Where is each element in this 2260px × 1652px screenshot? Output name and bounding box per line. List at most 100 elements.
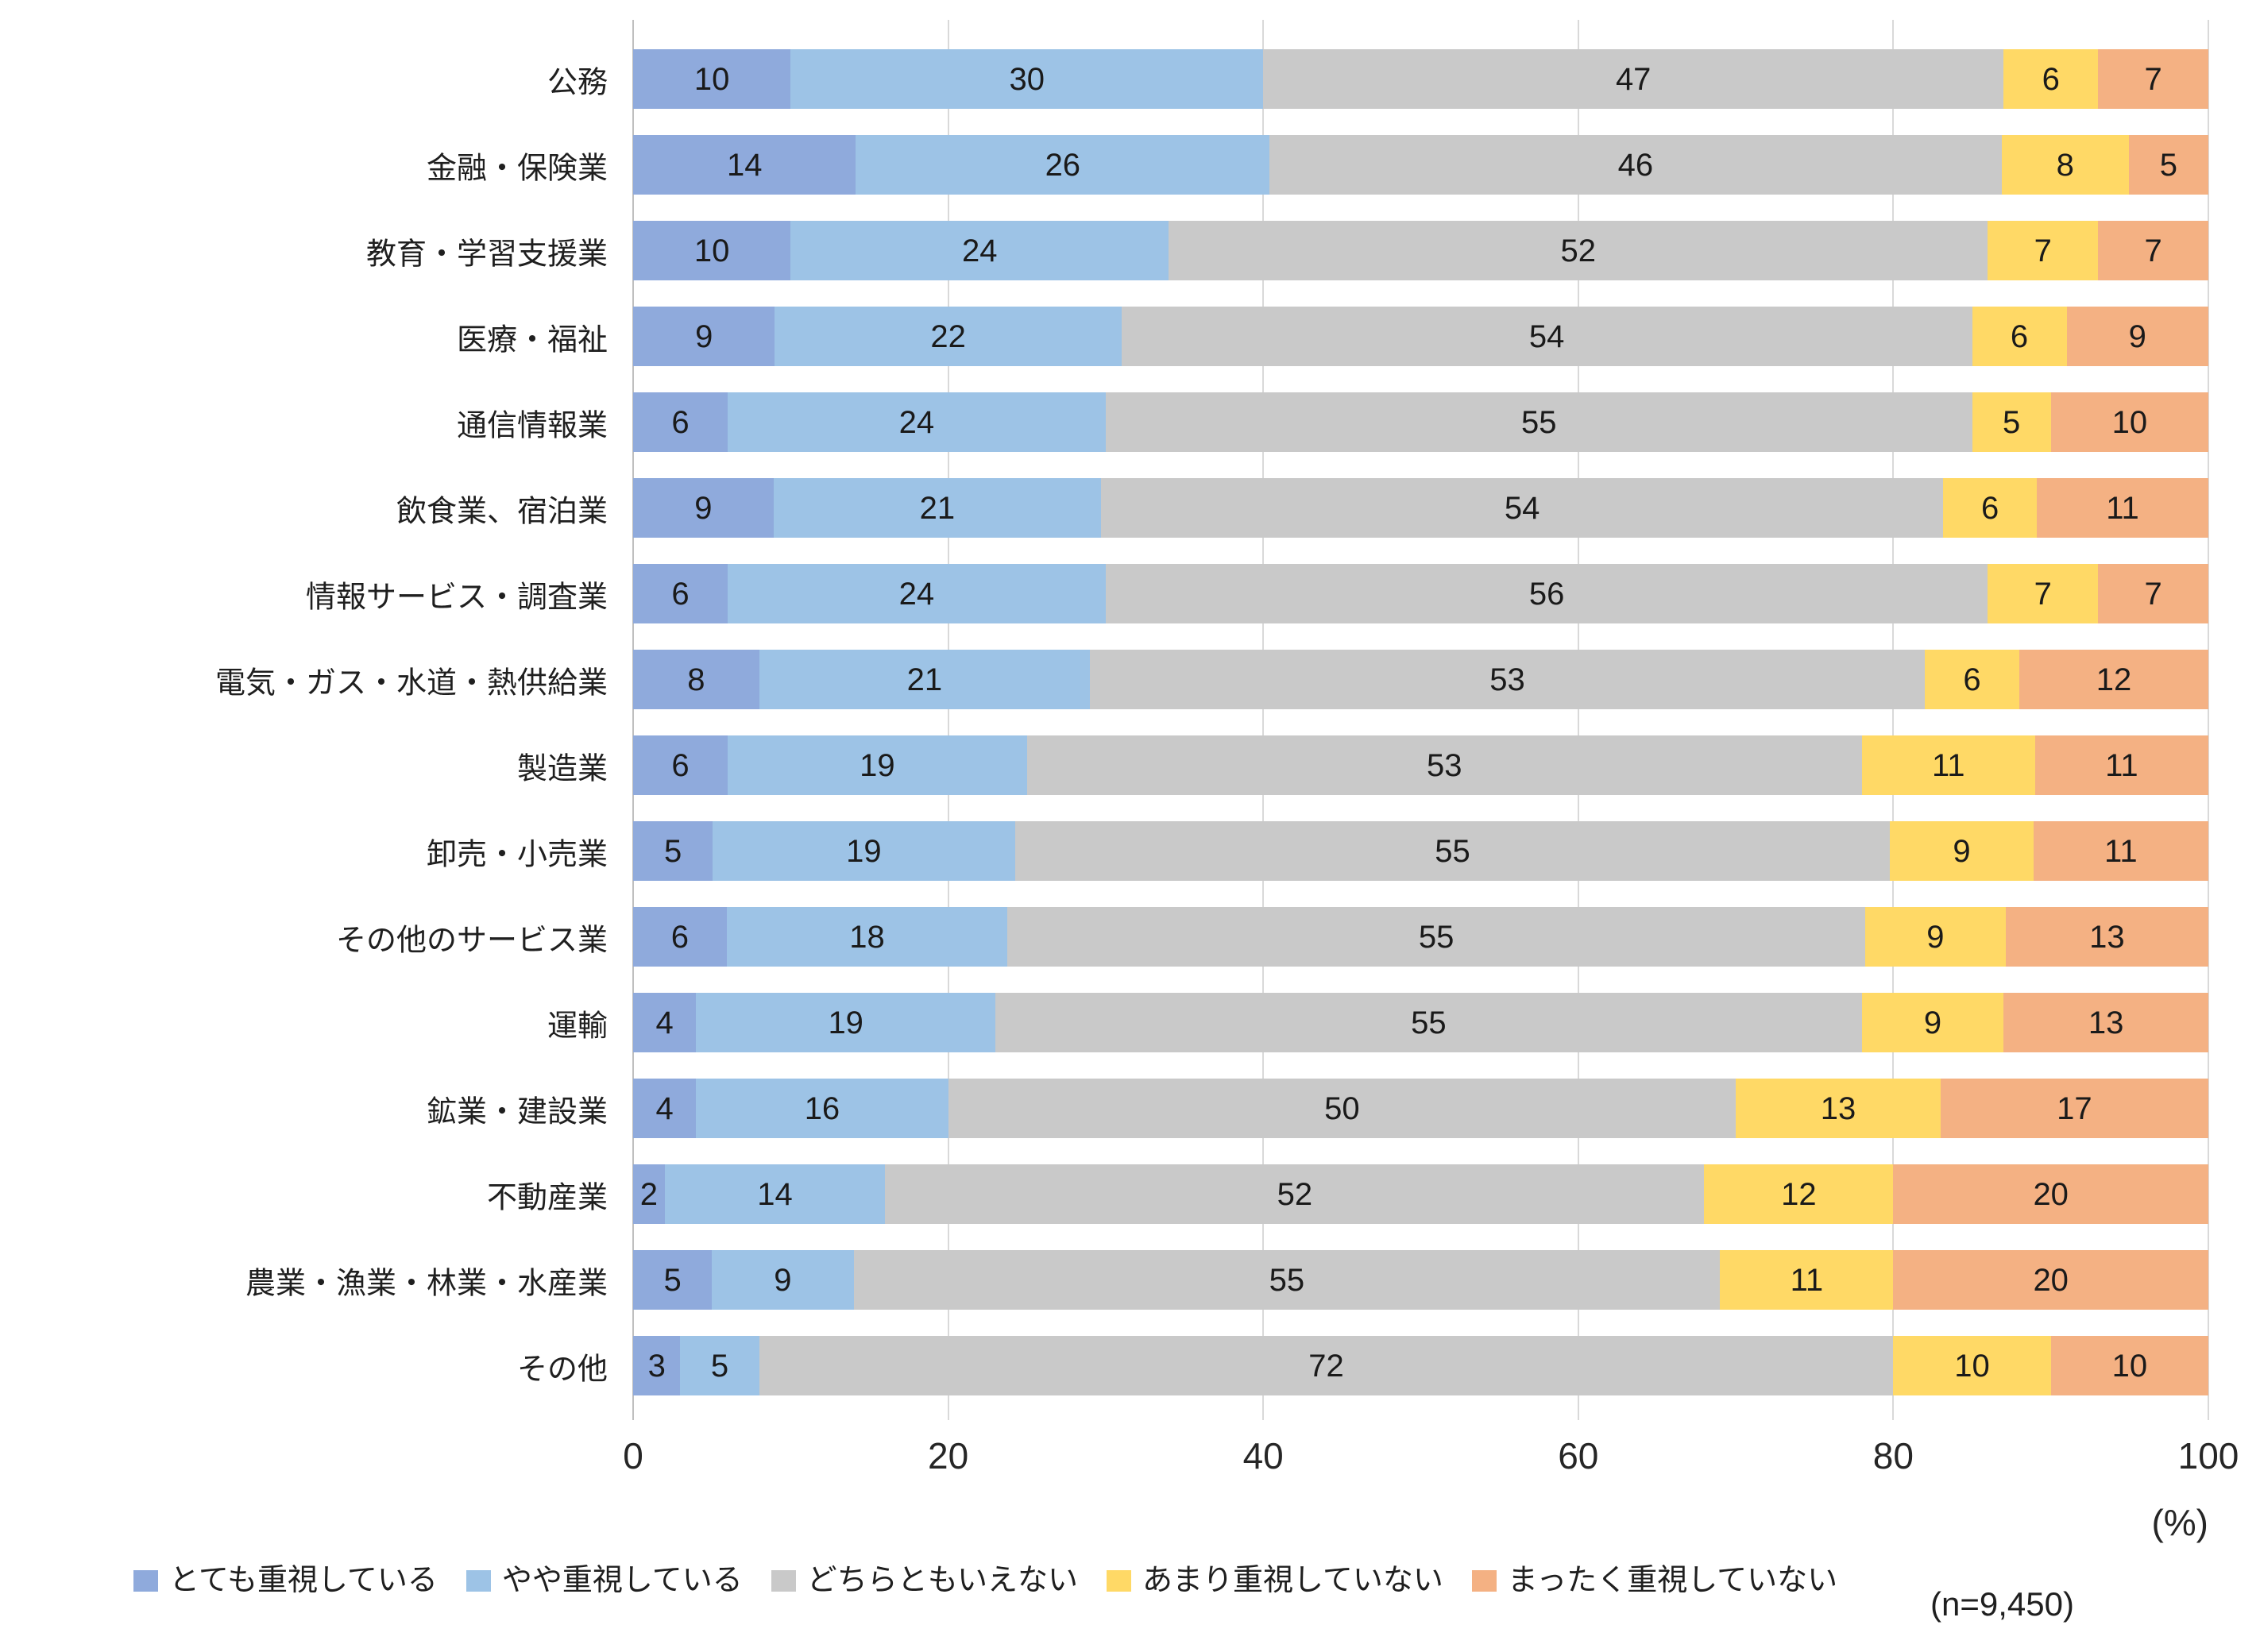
segment-value-label: 9 [695, 318, 713, 354]
bar-segment: 7 [1988, 564, 2099, 623]
segment-value-label: 12 [1781, 1176, 1817, 1212]
legend-swatch [771, 1569, 796, 1592]
category-label: 金融・保険業 [426, 152, 608, 185]
segment-value-label: 50 [1324, 1090, 1360, 1126]
bar-segment: 30 [790, 49, 1264, 109]
bar-segment: 9 [712, 1250, 854, 1310]
segment-value-label: 5 [663, 1262, 682, 1298]
category-label: 鉱業・建設業 [426, 1095, 608, 1129]
segment-value-label: 10 [2111, 404, 2148, 440]
bar-segment: 9 [633, 307, 775, 366]
bar-segment: 5 [633, 1250, 713, 1310]
legend-label: とても重視している [169, 1564, 438, 1597]
bar-segment: 22 [775, 307, 1122, 366]
segment-value-label: 10 [1954, 1348, 1990, 1384]
bar-segment: 18 [726, 907, 1008, 967]
bar-segment: 11 [2034, 735, 2208, 795]
bar-segment: 7 [1988, 221, 2099, 280]
segment-value-label: 19 [860, 747, 895, 783]
category-label: 農業・漁業・林業・水産業 [245, 1267, 608, 1300]
sample-size-label: (n=9,450) [1930, 1585, 2074, 1623]
bar-segment: 9 [633, 478, 774, 538]
bar-segment: 10 [2050, 392, 2208, 452]
bar-segment: 5 [2128, 135, 2208, 195]
category-label: 飲食業、宿泊業 [396, 495, 608, 528]
gridline [1577, 20, 1579, 1420]
bar-segment: 13 [2003, 993, 2208, 1052]
segment-value-label: 6 [2042, 61, 2060, 97]
bar-segment: 10 [633, 221, 791, 280]
segment-value-label: 14 [726, 147, 763, 183]
segment-value-label: 10 [693, 233, 730, 268]
segment-value-label: 5 [2002, 404, 2021, 440]
legend-item: あまり重視していない [1106, 1561, 1443, 1600]
segment-value-label: 30 [1009, 61, 1045, 97]
segment-value-label: 10 [2111, 1348, 2148, 1384]
bar-segment: 11 [1861, 735, 2035, 795]
segment-value-label: 6 [670, 919, 690, 955]
segment-value-label: 55 [1269, 1262, 1305, 1298]
gridline [1892, 20, 1895, 1420]
segment-value-label: 72 [1308, 1348, 1344, 1384]
segment-value-label: 19 [828, 1005, 863, 1040]
segment-value-label: 24 [898, 404, 935, 440]
category-label: 公務 [547, 66, 608, 99]
segment-value-label: 7 [2034, 576, 2052, 612]
bar-segment: 6 [633, 907, 727, 967]
category-label: その他のサービス業 [335, 924, 608, 957]
segment-value-label: 18 [849, 919, 885, 955]
segment-value-label: 2 [639, 1176, 658, 1212]
bar-segment: 21 [773, 478, 1101, 538]
axis-unit-label: (%) [2151, 1502, 2208, 1543]
bar-segment: 55 [1014, 821, 1891, 881]
category-label: 卸売・小売業 [426, 838, 608, 871]
legend-swatch [466, 1569, 491, 1592]
bar-segment: 52 [1169, 221, 1988, 280]
segment-value-label: 13 [1820, 1090, 1856, 1126]
bar-segment: 9 [1890, 821, 2034, 881]
legend-swatch [1471, 1569, 1497, 1592]
bar-segment: 4 [633, 1079, 697, 1138]
x-axis-tick-label: 0 [623, 1435, 643, 1476]
segment-value-label: 9 [1953, 833, 1971, 869]
category-label: その他 [516, 1353, 608, 1386]
segment-value-label: 7 [2034, 233, 2052, 268]
segment-value-label: 24 [898, 576, 935, 612]
segment-value-label: 19 [846, 833, 882, 869]
legend-item: まったく重視していない [1471, 1561, 1837, 1600]
segment-value-label: 5 [663, 833, 682, 869]
legend-item: どちらともいえない [771, 1561, 1078, 1600]
category-label: 運輸 [547, 1009, 608, 1043]
segment-value-label: 47 [1615, 61, 1652, 97]
segment-value-label: 13 [2088, 1005, 2124, 1040]
bar-segment: 13 [2005, 907, 2208, 967]
segment-value-label: 9 [1923, 1005, 1942, 1040]
segment-value-label: 55 [1520, 404, 1557, 440]
gridline [947, 20, 949, 1420]
bar-segment: 55 [995, 993, 1862, 1052]
segment-value-label: 5 [710, 1348, 729, 1384]
legend-label: あまり重視していない [1142, 1564, 1443, 1597]
x-axis-tick-label: 80 [1872, 1435, 1914, 1476]
category-label: 製造業 [516, 752, 608, 785]
legend-label: やや重視している [501, 1564, 743, 1597]
bar-segment: 16 [696, 1079, 948, 1138]
segment-value-label: 52 [1560, 233, 1597, 268]
segment-value-label: 55 [1418, 919, 1455, 955]
segment-value-label: 6 [671, 747, 690, 783]
legend: とても重視している やや重視している どちらともいえない あまり重視していない まったく… [133, 1561, 1837, 1600]
segment-value-label: 11 [1932, 747, 1965, 783]
segment-value-label: 6 [671, 404, 690, 440]
bar-segment: 52 [885, 1164, 1705, 1224]
x-axis-tick-label: 20 [928, 1435, 969, 1476]
legend-swatch [133, 1569, 158, 1592]
bar-segment: 6 [633, 735, 728, 795]
value-axis-line [632, 20, 634, 1420]
segment-value-label: 16 [804, 1090, 840, 1126]
segment-value-label: 7 [2144, 576, 2162, 612]
bar-segment: 19 [727, 735, 1027, 795]
bar-segment: 17 [1940, 1079, 2208, 1138]
x-axis-tick-label: 40 [1242, 1435, 1284, 1476]
bar-segment: 20 [1893, 1250, 2208, 1310]
bar-segment: 7 [2098, 221, 2208, 280]
